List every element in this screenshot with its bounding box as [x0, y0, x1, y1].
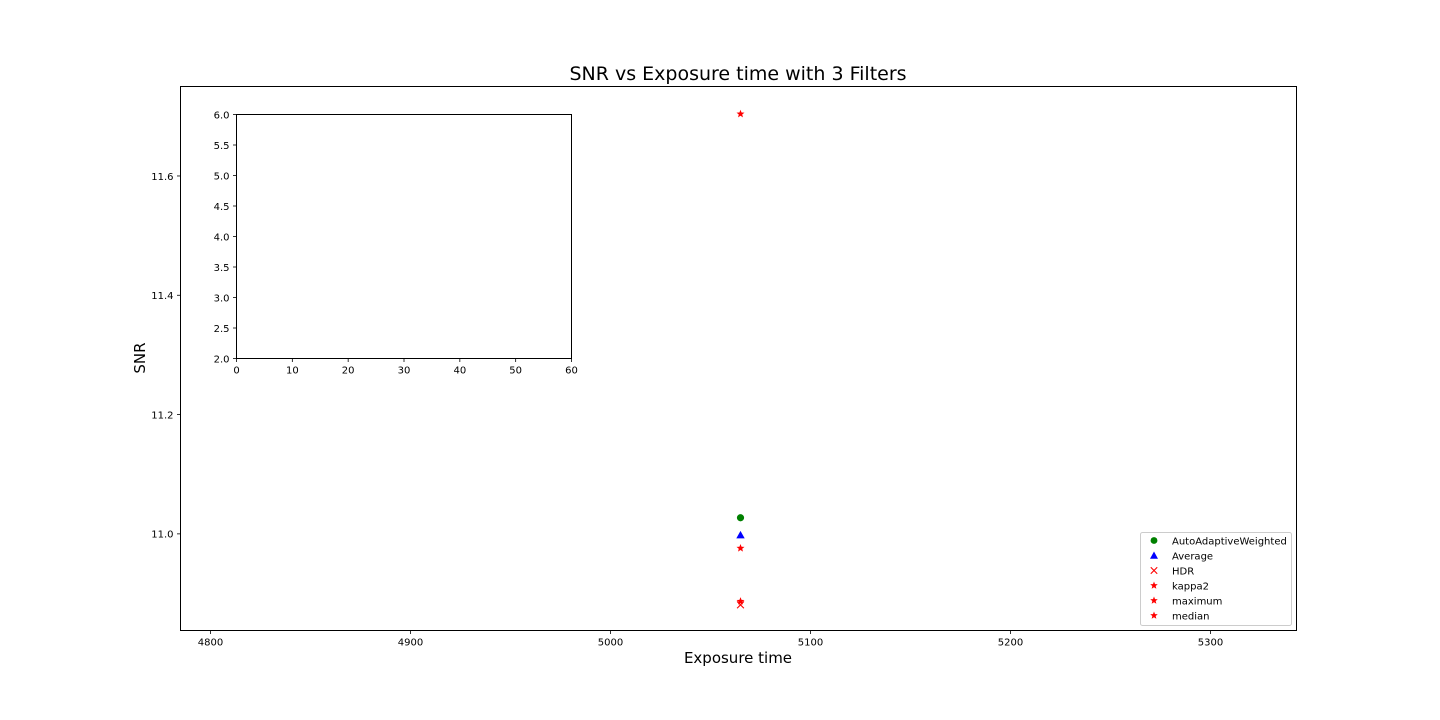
- legend-box: [1140, 532, 1292, 626]
- inset-x-tick-label: 50: [509, 366, 522, 377]
- inset-y-tick-label: 3.5: [214, 263, 230, 274]
- y-axis-label: SNR: [131, 342, 149, 373]
- main-x-axis: 4800 4900 5000 5100 5200 5300: [198, 630, 1223, 649]
- legend: AutoAdaptiveWeighted Average HDR kappa2 maxi…: [1140, 532, 1292, 626]
- legend-marker-average: [1150, 551, 1158, 559]
- legend-label: HDR: [1172, 566, 1194, 577]
- main-y-tick-label: 11.2: [151, 410, 173, 421]
- legend-marker-autoadaptiveweighted: [1150, 537, 1158, 544]
- inset-x-tick-label: 10: [286, 366, 299, 377]
- main-x-tick-label: 5100: [798, 638, 823, 649]
- main-y-tick-label: 11.6: [151, 172, 173, 183]
- legend-label: Average: [1172, 551, 1213, 562]
- legend-label: maximum: [1172, 596, 1222, 607]
- chart-title: SNR vs Exposure time with 3 Filters: [569, 63, 906, 85]
- legend-marker-kappa2: [1150, 581, 1158, 589]
- inset-x-axis: 0 10 20 30 40 50 60: [233, 358, 578, 377]
- main-x-tick-label: 4800: [198, 638, 223, 649]
- inset-y-tick-label: 2.0: [214, 354, 230, 365]
- data-point-hdr: [736, 601, 745, 609]
- inset-plot-frame: [236, 114, 572, 359]
- legend-label: kappa2: [1172, 581, 1209, 592]
- data-point-median: [736, 597, 745, 605]
- main-y-tick-label: 11.4: [151, 291, 173, 302]
- main-x-tick-label: 5000: [598, 638, 623, 649]
- main-plot-frame: [180, 86, 1297, 631]
- legend-marker-median: [1150, 611, 1158, 619]
- inset-y-axis: 2.0 2.5 3.0 3.5 4.0 4.5 5.0 5.5 6.0: [214, 110, 237, 365]
- legend-marker-hdr: [1150, 566, 1158, 575]
- data-point-maximum: [736, 109, 745, 118]
- inset-y-tick-label: 3.0: [214, 293, 230, 304]
- main-x-tick-label: 5200: [998, 638, 1023, 649]
- main-x-tick-label: 5300: [1198, 638, 1223, 649]
- inset-y-tick-label: 4.0: [214, 232, 230, 243]
- main-y-axis: 11.0 11.2 11.4 11.6: [151, 172, 181, 541]
- data-point-autoadaptiveweighted: [736, 514, 745, 522]
- data-points: [736, 109, 745, 609]
- inset-y-tick-label: 4.5: [214, 202, 230, 213]
- inset-x-tick-label: 60: [565, 366, 578, 377]
- inset-y-tick-label: 2.5: [214, 324, 230, 335]
- inset-x-tick-label: 40: [453, 366, 466, 377]
- main-x-tick-label: 4900: [398, 638, 423, 649]
- inset-y-tick-label: 5.0: [214, 171, 230, 182]
- x-axis-label: Exposure time: [684, 649, 792, 667]
- data-point-average: [736, 530, 745, 539]
- legend-label: median: [1172, 611, 1210, 622]
- main-y-tick-label: 11.0: [151, 530, 173, 541]
- legend-label: AutoAdaptiveWeighted: [1172, 536, 1287, 547]
- data-point-kappa2: [736, 543, 745, 552]
- inset-x-tick-label: 0: [233, 366, 239, 377]
- inset-y-tick-label: 5.5: [214, 141, 230, 152]
- legend-marker-maximum: [1150, 596, 1158, 604]
- inset-x-tick-label: 30: [398, 366, 411, 377]
- inset-y-tick-label: 6.0: [214, 110, 230, 121]
- inset-x-tick-label: 20: [342, 366, 355, 377]
